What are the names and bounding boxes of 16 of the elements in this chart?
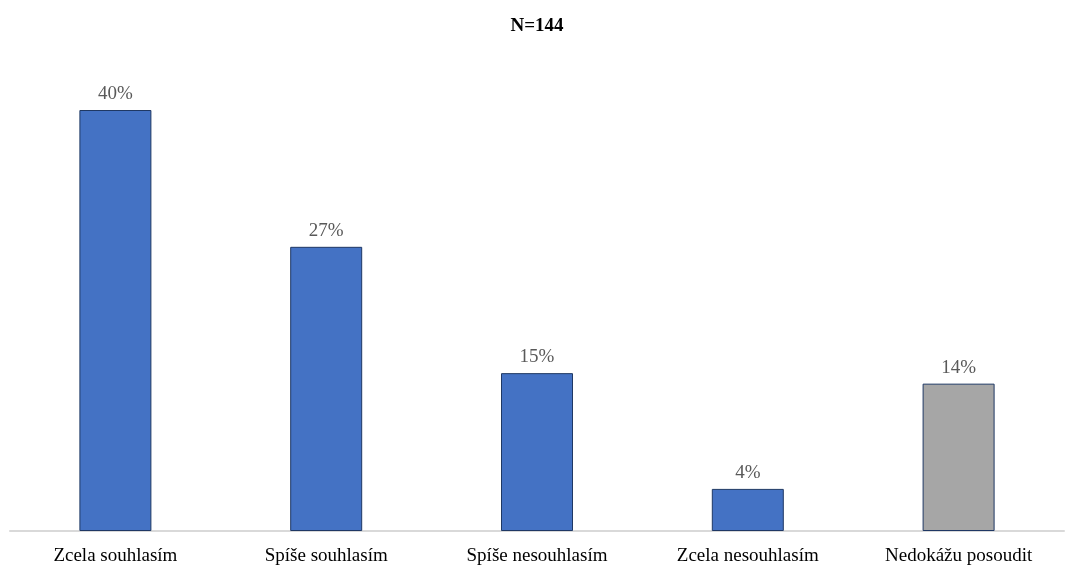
data-label: 27% — [308, 218, 344, 240]
bar — [922, 383, 995, 531]
bar — [711, 488, 784, 531]
data-label: 40% — [97, 82, 133, 103]
chart-title: N=144 — [510, 14, 565, 35]
x-tick-label: Spíše nesouhlasím — [466, 544, 608, 565]
x-tick-label: Spíše souhlasím — [264, 544, 388, 565]
data-label: 14% — [941, 355, 977, 377]
x-tick-label: Nedokážu posoudit — [884, 544, 1033, 565]
bar — [501, 373, 573, 531]
x-tick-label: Zcela souhlasím — [53, 544, 178, 565]
data-label: 15% — [519, 345, 555, 367]
bar — [290, 246, 363, 531]
x-tick-label: Zcela nesouhlasím — [676, 544, 819, 565]
bar — [79, 110, 152, 531]
data-label: 4% — [735, 460, 761, 482]
